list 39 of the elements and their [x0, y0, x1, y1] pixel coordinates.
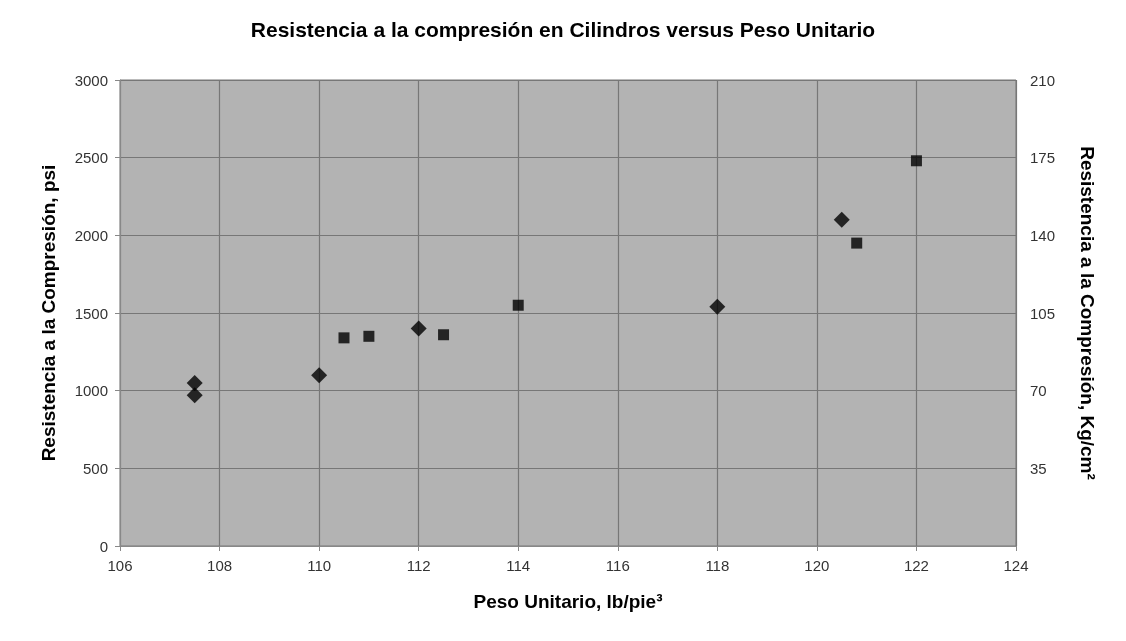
x-tick-label: 106: [107, 557, 133, 574]
point: [709, 298, 726, 315]
y2-axis-title: Resistencia a la Compresión, Kg/cm²: [1077, 146, 1098, 480]
point: [186, 374, 203, 391]
x-tick-label: 120: [804, 557, 830, 574]
point: [512, 299, 524, 311]
point: [311, 367, 328, 384]
x-tick-label: 108: [207, 557, 233, 574]
point: [833, 211, 850, 228]
x-tick-label: 116: [605, 557, 630, 574]
point: [363, 330, 375, 342]
y2-tick-label: 140: [1030, 226, 1056, 244]
x-tick-label: 112: [406, 557, 431, 574]
y2-tick-label: 35: [1030, 459, 1047, 477]
point: [410, 320, 427, 337]
y-tick-label: 0: [99, 537, 108, 555]
y-tick-label: 1000: [74, 382, 108, 400]
x-tick-label: 110: [307, 557, 332, 574]
y-tick-label: 1500: [74, 304, 108, 322]
y-tick-label: 3000: [74, 71, 108, 89]
y-tick-label: 2000: [74, 226, 108, 244]
y-axis-title: Resistencia a la Compresión, psi: [38, 164, 59, 462]
point: [338, 332, 350, 344]
x-tick-label: 114: [506, 557, 531, 574]
point: [910, 155, 922, 167]
x-tick-label: 118: [705, 557, 730, 574]
y2-tick-label: 210: [1030, 71, 1056, 89]
point: [186, 387, 203, 404]
point: [438, 329, 450, 341]
y2-tick-label: 70: [1030, 382, 1047, 400]
y2-tick-label: 175: [1030, 149, 1056, 167]
x-axis-title: Peso Unitario, lb/pie³: [473, 591, 663, 612]
chart-title: Resistencia a la compresión en Cilindros versus Peso Unitario: [250, 18, 876, 41]
x-tick-label: 124: [1003, 557, 1029, 574]
y-tick-label: 2500: [74, 149, 108, 167]
y2-tick-label: 105: [1030, 304, 1056, 322]
x-tick-label: 122: [903, 557, 929, 574]
y-tick-label: 500: [82, 459, 108, 477]
point: [851, 237, 863, 249]
